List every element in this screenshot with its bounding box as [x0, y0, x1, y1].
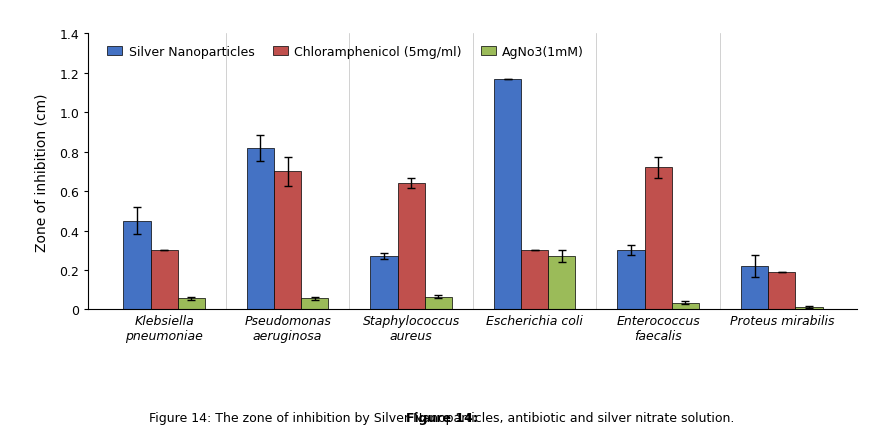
- Bar: [796, 307, 822, 310]
- Bar: [741, 266, 768, 310]
- Bar: [617, 251, 644, 310]
- Bar: [521, 251, 548, 310]
- Bar: [124, 221, 150, 310]
- Bar: [398, 184, 425, 310]
- Bar: [150, 251, 178, 310]
- Text: Figure 14: The zone of inhibition by Silver Nanoparticles, antibiotic and silver: Figure 14: The zone of inhibition by Sil…: [149, 412, 735, 424]
- Bar: [644, 168, 672, 310]
- Bar: [370, 257, 398, 310]
- Text: Figure 14:: Figure 14:: [406, 412, 478, 424]
- Bar: [494, 80, 521, 310]
- Bar: [672, 303, 699, 310]
- Y-axis label: Zone of inhibition (cm): Zone of inhibition (cm): [34, 93, 49, 251]
- Bar: [178, 299, 205, 310]
- Bar: [768, 272, 796, 310]
- Legend: Silver Nanoparticles, Chloramphenicol (5mg/ml), AgNo3(1mM): Silver Nanoparticles, Chloramphenicol (5…: [103, 41, 589, 64]
- Bar: [425, 297, 452, 310]
- Bar: [301, 299, 329, 310]
- Bar: [548, 257, 575, 310]
- Bar: [274, 172, 301, 310]
- Bar: [247, 148, 274, 310]
